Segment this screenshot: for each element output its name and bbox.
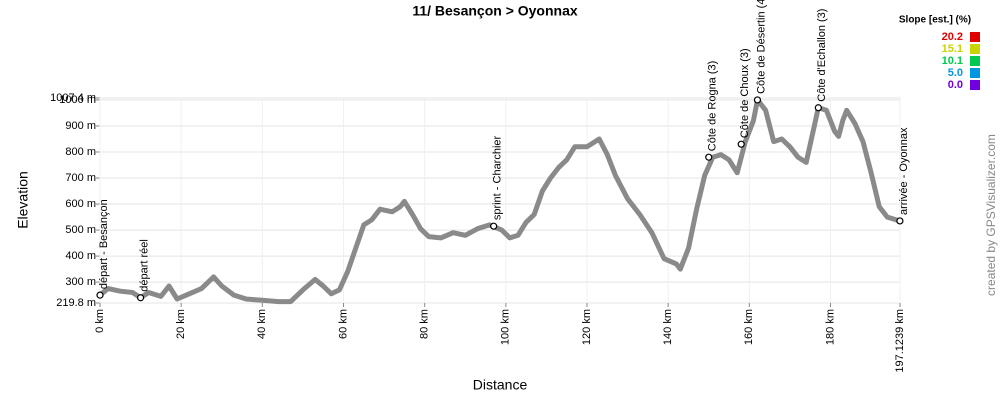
x-tick-label: 80 km (419, 309, 431, 339)
waypoint-label: Côte de Désertin (4 (755, 0, 767, 94)
waypoint (737, 140, 745, 148)
y-tick-label: 1007.4 m (50, 92, 96, 104)
x-tick-label: 197.1239 km (894, 309, 906, 373)
x-tick-label: 20 km (175, 309, 187, 339)
waypoint-label: Côte d'Echallon (3) (816, 9, 828, 102)
legend-swatch (970, 44, 980, 54)
waypoint (814, 104, 822, 112)
x-tick-label: 100 km (500, 309, 512, 345)
credit: created by GPSVisualizer.com (984, 134, 998, 296)
y-tick-label: 900 m (65, 120, 96, 132)
waypoint-label: Côte de Choux (3) (739, 48, 751, 138)
y-tick-label: 1000 m (59, 94, 96, 106)
x-tick-label: 140 km (662, 309, 674, 345)
waypoint-label: Côte de Rogna (3) (707, 61, 719, 152)
legend-label: 15.1 (942, 43, 963, 55)
legend-label: 5.0 (948, 67, 963, 79)
y-tick-label: 600 m (65, 198, 96, 210)
waypoint-label: arrivée - Oyonnax (898, 127, 910, 215)
y-axis-title: Elevation (15, 171, 31, 229)
waypoint (896, 217, 904, 225)
y-tick-label: 219.8 m (56, 297, 96, 309)
legend-swatch (970, 68, 980, 78)
elevation-line (98, 97, 901, 305)
x-tick-label: 60 km (337, 309, 349, 339)
y-tick-label: 800 m (65, 146, 96, 158)
legend-label: 10.1 (942, 55, 963, 67)
waypoint (753, 96, 762, 104)
y-tick-label: 300 m (65, 276, 96, 288)
x-tick-label: 0 km (94, 309, 106, 333)
waypoint (490, 222, 498, 230)
y-tick-label: 700 m (65, 172, 96, 184)
plot-area (99, 97, 901, 304)
waypoint-label: départ réel (138, 239, 150, 292)
waypoint-label: départ - Besançon (98, 199, 110, 289)
legend-title: Slope [est.] (%) (899, 15, 971, 26)
waypoint (96, 291, 104, 299)
y-tick-label: 500 m (65, 224, 96, 236)
legend-label: 0.0 (948, 79, 963, 91)
legend-label: 20.2 (942, 31, 963, 43)
waypoint (136, 294, 145, 302)
waypoint (705, 153, 713, 161)
legend-swatch (970, 80, 980, 90)
x-tick-label: 160 km (743, 309, 755, 345)
x-tick-label: 120 km (581, 309, 593, 345)
chart-title: 11/ Besançon > Oyonnax (412, 3, 578, 19)
legend-swatch (970, 32, 980, 42)
y-tick-label: 400 m (65, 250, 96, 262)
x-tick-label: 180 km (824, 309, 836, 345)
x-tick-label: 40 km (256, 309, 268, 339)
legend-swatch (970, 56, 980, 66)
x-axis-title: Distance (473, 377, 528, 393)
waypoint-label: sprint - Charchier (492, 135, 504, 220)
